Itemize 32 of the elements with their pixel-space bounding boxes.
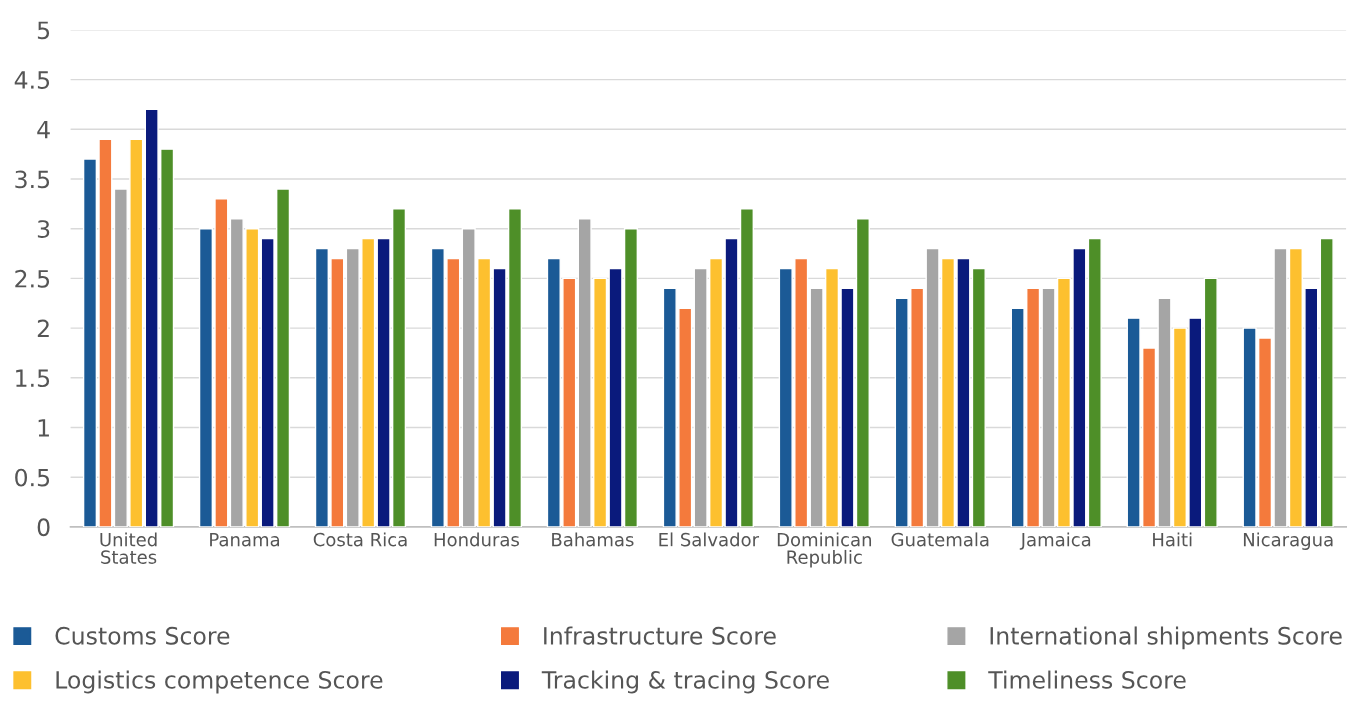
y-tick-label: 2 bbox=[37, 319, 49, 338]
y-tick-label: 0 bbox=[37, 518, 50, 537]
x-tick-label: Panama bbox=[210, 532, 280, 547]
legend-label: Timeliness Score bbox=[988, 670, 1186, 689]
y-tick-label: 2.5 bbox=[15, 269, 50, 288]
y-tick-label: 0.5 bbox=[15, 468, 50, 487]
y-tick-label: 4.5 bbox=[14, 71, 50, 89]
legend-label: Logistics competence Score bbox=[56, 670, 383, 694]
y-tick-label: 4 bbox=[37, 121, 50, 139]
y-tick-label: 3.5 bbox=[15, 170, 50, 189]
bar bbox=[971, 267, 986, 527]
x-tick-label: Haiti bbox=[1153, 532, 1192, 547]
x-tick-label: Jamaica bbox=[1019, 532, 1091, 550]
bar bbox=[1203, 277, 1218, 527]
bar bbox=[1087, 237, 1102, 527]
x-tick-label: Honduras bbox=[434, 532, 519, 547]
legend-label: International shipments Score bbox=[990, 626, 1342, 650]
x-tick-label: Nicaragua bbox=[1243, 532, 1333, 550]
y-tick-label: 5 bbox=[37, 21, 50, 40]
x-tick-label: Dominican Republic bbox=[777, 532, 872, 568]
x-tick-label: Bahamas bbox=[552, 532, 634, 547]
y-tick-label: 1 bbox=[38, 419, 49, 437]
y-tick-label: 1.5 bbox=[16, 369, 50, 388]
x-tick-label: United States bbox=[100, 532, 157, 564]
legend-label: Infrastructure Score bbox=[544, 626, 776, 645]
legend-label: Customs Score bbox=[55, 626, 230, 645]
x-tick-label: Costa Rica bbox=[313, 532, 407, 547]
x-tick-label: Guatemala bbox=[891, 532, 989, 547]
y-tick-label: 3 bbox=[37, 220, 50, 238]
bar bbox=[1319, 237, 1334, 527]
x-tick-label: El Salvador bbox=[659, 532, 760, 547]
legend-label: Tracking & tracing Score bbox=[541, 670, 829, 694]
